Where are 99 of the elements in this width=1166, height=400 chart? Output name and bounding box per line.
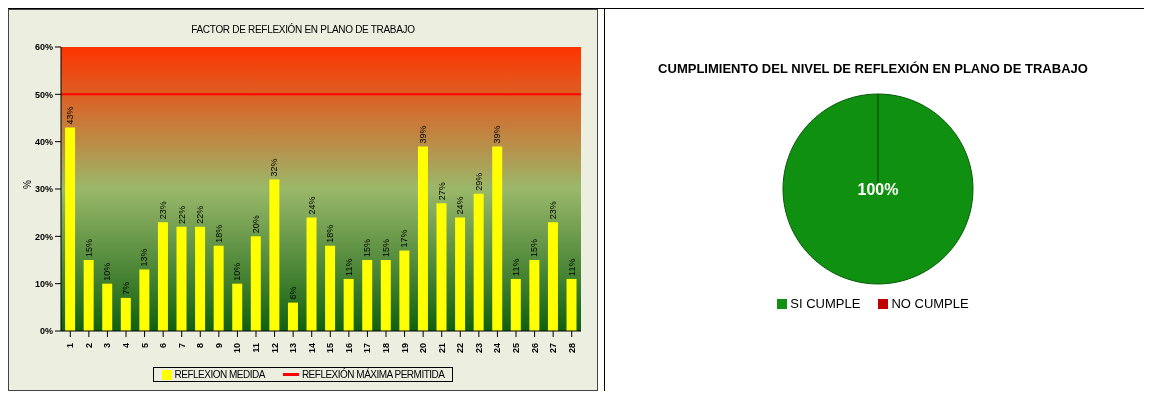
data-label: 24% [306, 196, 317, 215]
data-label: 22% [195, 205, 206, 224]
bar [343, 278, 354, 331]
x-tick-label: 2 [83, 343, 94, 349]
data-label: 29% [473, 172, 484, 191]
bar [232, 283, 243, 331]
bar [492, 146, 503, 331]
data-label: 32% [269, 158, 280, 177]
data-label: 10% [232, 262, 243, 281]
bar [269, 179, 280, 331]
data-label: 15% [83, 238, 94, 257]
data-label: 15% [529, 238, 540, 257]
data-label: 15% [380, 238, 391, 257]
data-label: 22% [176, 205, 187, 224]
x-tick-label: 1 [65, 343, 76, 349]
bar [529, 260, 540, 331]
bar [306, 217, 317, 331]
x-tick-label: 6 [158, 343, 169, 349]
x-tick-label: 17 [362, 343, 373, 354]
data-label: 23% [547, 201, 558, 220]
data-label: 7% [120, 281, 131, 295]
x-tick-label: 26 [529, 343, 540, 354]
x-tick-label: 14 [306, 343, 317, 354]
x-tick-label: 3 [102, 343, 113, 349]
x-tick-label: 25 [511, 343, 521, 354]
data-label: 20% [250, 215, 261, 234]
x-tick-label: 8 [195, 343, 206, 349]
data-label: 11% [510, 258, 521, 276]
data-label: 15% [362, 238, 373, 257]
legend-label: NO CUMPLE [890, 296, 969, 311]
bar [139, 269, 150, 331]
bar [213, 245, 224, 331]
x-tick-label: 23 [473, 343, 484, 354]
y-tick-label: 50% [34, 89, 53, 100]
x-tick-label: 12 [269, 343, 280, 354]
x-tick-label: 10 [232, 343, 243, 354]
bar [65, 127, 76, 331]
y-tick-label: 40% [34, 136, 53, 147]
x-tick-label: 18 [381, 343, 391, 354]
data-label: 24% [455, 196, 466, 215]
bar [455, 217, 466, 331]
data-label: 6% [287, 286, 298, 300]
x-tick-label: 28 [566, 343, 577, 354]
x-tick-label: 19 [399, 343, 410, 354]
data-label: 27% [436, 182, 447, 201]
bar [417, 146, 428, 331]
x-tick-label: 22 [455, 343, 466, 354]
bar [195, 226, 206, 331]
data-label: 23% [157, 201, 168, 220]
bar [362, 260, 373, 331]
bar [83, 260, 94, 331]
bar [380, 260, 391, 331]
data-label: 39% [492, 125, 503, 144]
x-tick-label: 27 [548, 343, 559, 354]
legend-label: REFLEXIÓN MÁXIMA PERMITIDA [300, 369, 445, 380]
data-label: 43% [65, 106, 76, 125]
x-tick-label: 21 [436, 343, 447, 354]
data-label: 17% [399, 229, 410, 248]
legend-label: REFLEXION MEDIDA [173, 369, 265, 380]
bar [120, 297, 131, 331]
x-tick-label: 20 [418, 343, 429, 354]
bar [436, 203, 447, 331]
x-tick-label: 5 [139, 343, 150, 349]
x-tick-label: 15 [325, 343, 336, 354]
y-tick-label: 30% [34, 184, 53, 195]
y-tick-label: 60% [34, 42, 53, 53]
x-tick-label: 13 [288, 343, 299, 354]
data-label: 18% [325, 224, 336, 243]
bar [510, 278, 521, 331]
bar [287, 302, 298, 331]
data-label: 13% [139, 248, 150, 267]
data-label: 39% [417, 125, 428, 144]
bar [547, 222, 558, 331]
chart-title: FACTOR DE REFLEXIÓN EN PLANO DE TRABAJO [190, 24, 416, 35]
bar [157, 222, 168, 331]
x-tick-label: 7 [176, 343, 187, 349]
data-label: 18% [213, 224, 224, 243]
y-tick-label: 10% [34, 278, 53, 289]
chart-title: CUMPLIMIENTO DEL NIVEL DE REFLEXIÓN EN PLANO DE TRABAJO [657, 61, 1089, 76]
x-tick-label: 16 [343, 343, 354, 354]
bar [566, 278, 577, 331]
x-tick-label: 11 [251, 343, 261, 353]
bar [325, 245, 336, 331]
x-tick-label: 24 [492, 343, 503, 354]
bar [473, 193, 484, 331]
legend-label: SI CUMPLE [789, 296, 861, 311]
x-tick-label: 9 [213, 343, 224, 349]
bar [102, 283, 113, 331]
y-tick-label: 0% [39, 326, 53, 337]
data-label: 11% [343, 258, 354, 276]
data-label: 10% [102, 262, 113, 281]
y-axis-title: % [21, 180, 33, 189]
data-label: 11% [566, 258, 577, 276]
bar [250, 236, 261, 331]
bar [176, 226, 187, 331]
x-tick-label: 4 [121, 343, 131, 349]
bar [399, 250, 410, 331]
y-tick-label: 20% [34, 231, 53, 242]
data-label: 100% [857, 180, 899, 198]
